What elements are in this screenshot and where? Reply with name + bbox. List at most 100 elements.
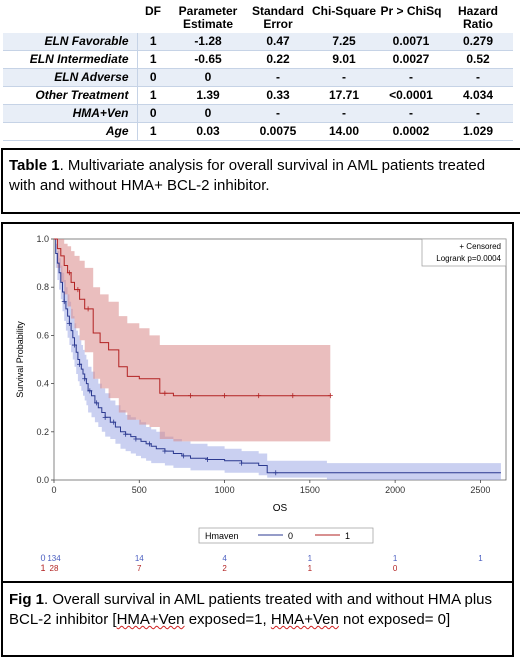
table-cell-se: 0.22	[247, 50, 309, 69]
x-tick-label: 1500	[300, 485, 320, 495]
table-cell-chisq: 17.71	[309, 86, 379, 105]
figure-caption-hmaven-1: HMA+Ven	[116, 611, 185, 628]
table-cell-hr: 0.279	[443, 33, 513, 51]
figure-caption: Fig 1. Overall survival in AML patients …	[9, 590, 505, 630]
censor-mark-1	[85, 306, 91, 312]
censor-mark-0	[147, 441, 153, 447]
table-cell-label: ELN Intermediate	[3, 50, 137, 69]
censor-mark-0	[133, 436, 139, 442]
censor-mark-0	[61, 299, 67, 305]
censor-mark-0	[123, 431, 129, 437]
table-cell-p: -	[379, 104, 443, 123]
censor-mark-0	[102, 414, 108, 420]
table-cell-hr: -	[443, 104, 513, 123]
table-row: ELN Intermediate 1 -0.65 0.22 9.01 0.0027 0.52	[3, 50, 513, 69]
table-caption-label: Table 1	[9, 157, 60, 174]
figure-box: 0 500 1000 1500 2000 2500 0.0 0.2 0.4 0.6 0.8 1.0 OS…	[1, 222, 514, 657]
censor-mark-1	[222, 393, 228, 399]
table-cell-label: ELN Adverse	[3, 68, 137, 87]
censor-mark-0	[77, 361, 83, 367]
table-cell-estimate: 0	[169, 68, 247, 87]
table-cell-df: 1	[136, 33, 169, 51]
table-cell-df: 1	[136, 86, 169, 105]
legend-entry-1: 1	[345, 531, 350, 541]
at-risk-row-label: 0	[40, 553, 45, 563]
censor-mark-0	[181, 453, 187, 459]
at-risk-value: 28	[50, 564, 59, 573]
y-axis-label: Survival Probability	[15, 321, 25, 398]
censor-mark-1	[187, 393, 193, 399]
table-cell-hr: 1.029	[443, 122, 513, 141]
survival-curve-0	[54, 238, 501, 474]
survival-curve-1	[54, 238, 331, 397]
table-cell-estimate: 0.03	[169, 122, 247, 141]
table-header-5: Pr > ChiSq	[379, 3, 443, 33]
censor-mark-1	[75, 287, 81, 293]
y-tick-label: 0.0	[36, 475, 49, 485]
at-risk-value: 14	[135, 554, 144, 563]
censor-mark-1	[66, 270, 72, 276]
table-cell-df: 1	[136, 122, 169, 141]
y-tick-label: 0.4	[36, 379, 49, 389]
table-header-1: DF	[137, 3, 169, 33]
table-cell-chisq: -	[309, 104, 379, 123]
at-risk-value: 4	[222, 554, 227, 563]
censor-mark-1	[162, 390, 168, 396]
y-tick-label: 0.2	[36, 427, 49, 437]
censor-mark-0	[205, 457, 211, 463]
table-row: ELN Favorable 1 -1.28 0.47 7.25 0.0071 0.279	[3, 33, 513, 51]
at-risk-value: 2	[222, 564, 227, 573]
table-caption: Table 1. Multivariate analysis for overa…	[1, 148, 520, 214]
table-cell-df: 0	[136, 104, 169, 123]
x-tick-label: 0	[51, 485, 56, 495]
censor-mark-0	[239, 460, 245, 466]
table-header-0	[3, 3, 137, 33]
table-cell-hr: 4.034	[443, 86, 513, 105]
x-axis-label: OS	[273, 503, 288, 514]
table-cell-p: -	[379, 68, 443, 87]
censor-mark-1	[327, 393, 333, 399]
table-header-3: Standard Error	[247, 3, 309, 33]
table-header-2: Parameter Estimate	[169, 3, 247, 33]
table-cell-se: 0.0075	[247, 122, 309, 141]
censor-mark-0	[82, 376, 88, 382]
figure-caption-divider	[3, 581, 512, 583]
legend-title: Hmaven	[205, 531, 239, 541]
km-chart: 0 500 1000 1500 2000 25000.00.20.40.60.81.0OS…	[15, 234, 507, 573]
table-cell-se: 0.47	[247, 33, 309, 51]
censor-mark-0	[87, 388, 93, 394]
inset-box	[421, 238, 507, 267]
table-cell-p: <0.0001	[379, 86, 443, 105]
table-cell-label: HMA+Ven	[3, 104, 137, 123]
table-cell-df: 0	[136, 68, 169, 87]
table-cell-estimate: -0.65	[169, 50, 247, 69]
table-cell-p: 0.0071	[379, 33, 443, 51]
figure-caption-label: Fig 1	[9, 591, 45, 608]
table-row: Age 1 0.03 0.0075 14.00 0.0002 1.029	[3, 122, 513, 141]
censor-mark-1	[290, 393, 296, 399]
figure-caption-pre: . Overall survival in AML patients treat…	[9, 591, 493, 628]
table-cell-p: 0.0027	[379, 50, 443, 69]
at-risk-value: 134	[47, 554, 61, 563]
at-risk-value: 1	[308, 564, 313, 573]
table-cell-hr: -	[443, 68, 513, 87]
table-cell-label: ELN Favorable	[3, 33, 137, 51]
x-tick-label: 2000	[385, 485, 405, 495]
legend-entry-0: 0	[288, 531, 293, 541]
at-risk-value: 0	[393, 564, 398, 573]
table-cell-estimate: 0	[169, 104, 247, 123]
table-row: ELN Adverse 0 0- - - -	[3, 68, 513, 87]
table-cell-se: 0.33	[247, 86, 309, 105]
table-cell-label: Age	[3, 122, 137, 141]
at-risk-value: 1	[393, 554, 398, 563]
censor-mark-1	[256, 393, 262, 399]
at-risk-value: 7	[137, 564, 142, 573]
censored-legend-label: + Censored	[459, 242, 501, 251]
figure-caption-post: not exposed= 0]	[338, 611, 451, 628]
table-cell-p: 0.0002	[379, 122, 443, 141]
table-cell-df: 1	[136, 50, 169, 69]
at-risk-row-label: 1	[40, 563, 45, 573]
at-risk-value: 1	[478, 554, 483, 563]
table-row: Other Treatment 1 1.39 0.33 17.71 <0.0001 4.03…	[3, 86, 513, 105]
censor-mark-0	[94, 400, 100, 406]
